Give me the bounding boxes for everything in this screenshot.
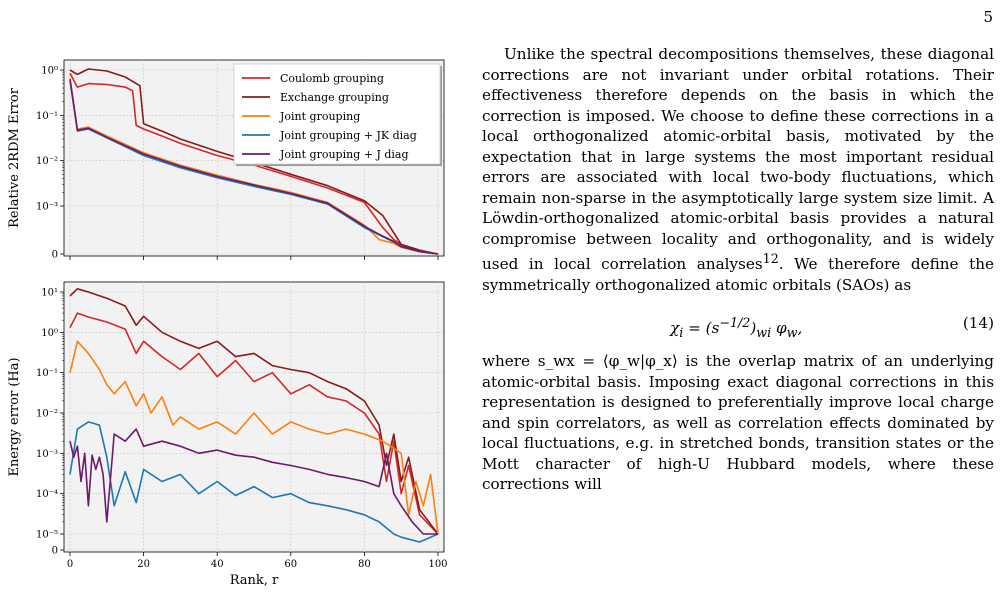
y-tick-label: 10⁻² (36, 409, 58, 420)
series-line-joint-grouping-j-diag (69, 428, 438, 535)
y-tick-label: 10¹ (41, 288, 58, 299)
citation: 12 (762, 251, 779, 266)
legend-label: Joint grouping (279, 110, 360, 123)
y-tick-label: 0 (52, 546, 58, 557)
y-tick-label: 10⁰ (41, 66, 58, 77)
chart-panel-2: 10¹ 10⁰ 10⁻¹ 10⁻² 10⁻³ 10⁻⁴ 10⁻⁵ 0 Energy error … (7, 281, 448, 588)
y-tick-label: 10⁻¹ (36, 368, 58, 379)
legend-label: Joint grouping + J diag (279, 148, 409, 161)
x-tick-label: 0 (67, 559, 73, 570)
y-tick-label: 10⁻⁴ (36, 489, 58, 500)
y-tick-label: 0 (52, 250, 58, 261)
page-number: 5 (983, 8, 993, 26)
y-axis-label: Relative 2RDM Error (7, 87, 22, 228)
x-tick-label: 40 (211, 559, 224, 570)
series-line-coulomb-grouping (69, 72, 439, 255)
x-tick-label: 100 (428, 559, 447, 570)
legend (233, 63, 441, 165)
y-tick-label: 10⁻³ (36, 202, 58, 213)
legend-label: Exchange grouping (280, 91, 389, 104)
series-line-exchange-grouping (69, 287, 439, 535)
y-tick-label: 10⁻¹ (36, 111, 58, 122)
paragraph-2: where s_wx = ⟨φ_w|φ_x⟩ is the overlap ma… (482, 352, 994, 494)
x-axis-label: Rank, r (230, 573, 279, 588)
chart-panel-1: 10⁰ 10⁻¹ 10⁻² 10⁻³ 0 Relative 2RDM Error Coulo… (7, 59, 445, 261)
series-line-joint-grouping-jk-diag (69, 421, 439, 543)
y-tick-label: 10⁰ (41, 328, 58, 339)
x-tick-label: 80 (358, 559, 371, 570)
y-tick-label: 10⁻³ (36, 449, 58, 460)
paragraph-1-end: . We therefore define the symmetrically … (482, 255, 994, 294)
body-text: Unlike the spectral decompositions thems… (482, 44, 994, 495)
equation-body: χi = (s−1/2)wi φw, (670, 315, 803, 341)
x-tick-label: 60 (284, 559, 297, 570)
y-tick-label: 10⁻⁵ (36, 530, 58, 541)
equation-number: (14) (962, 314, 994, 333)
equation-14: χi = (s−1/2)wi φw, (14) (482, 305, 994, 345)
y-tick-label: 10⁻² (36, 156, 58, 167)
series-line-joint-grouping-j-diag (69, 79, 439, 255)
series-line-joint-grouping (69, 340, 439, 535)
legend-label: Coulomb grouping (280, 72, 384, 85)
series-line-exchange-grouping (69, 68, 439, 255)
legend-label: Joint grouping + JK diag (279, 129, 417, 142)
plot-area (63, 281, 445, 553)
paragraph-1-text: Unlike the spectral decompositions thems… (482, 45, 994, 274)
y-axis-label: Energy error (Ha) (7, 357, 22, 476)
paragraph-1: Unlike the spectral decompositions thems… (482, 44, 994, 295)
figure: 10⁰ 10⁻¹ 10⁻² 10⁻³ 0 Relative 2RDM Error Coulo… (7, 59, 448, 588)
x-tick-label: 20 (137, 559, 150, 570)
